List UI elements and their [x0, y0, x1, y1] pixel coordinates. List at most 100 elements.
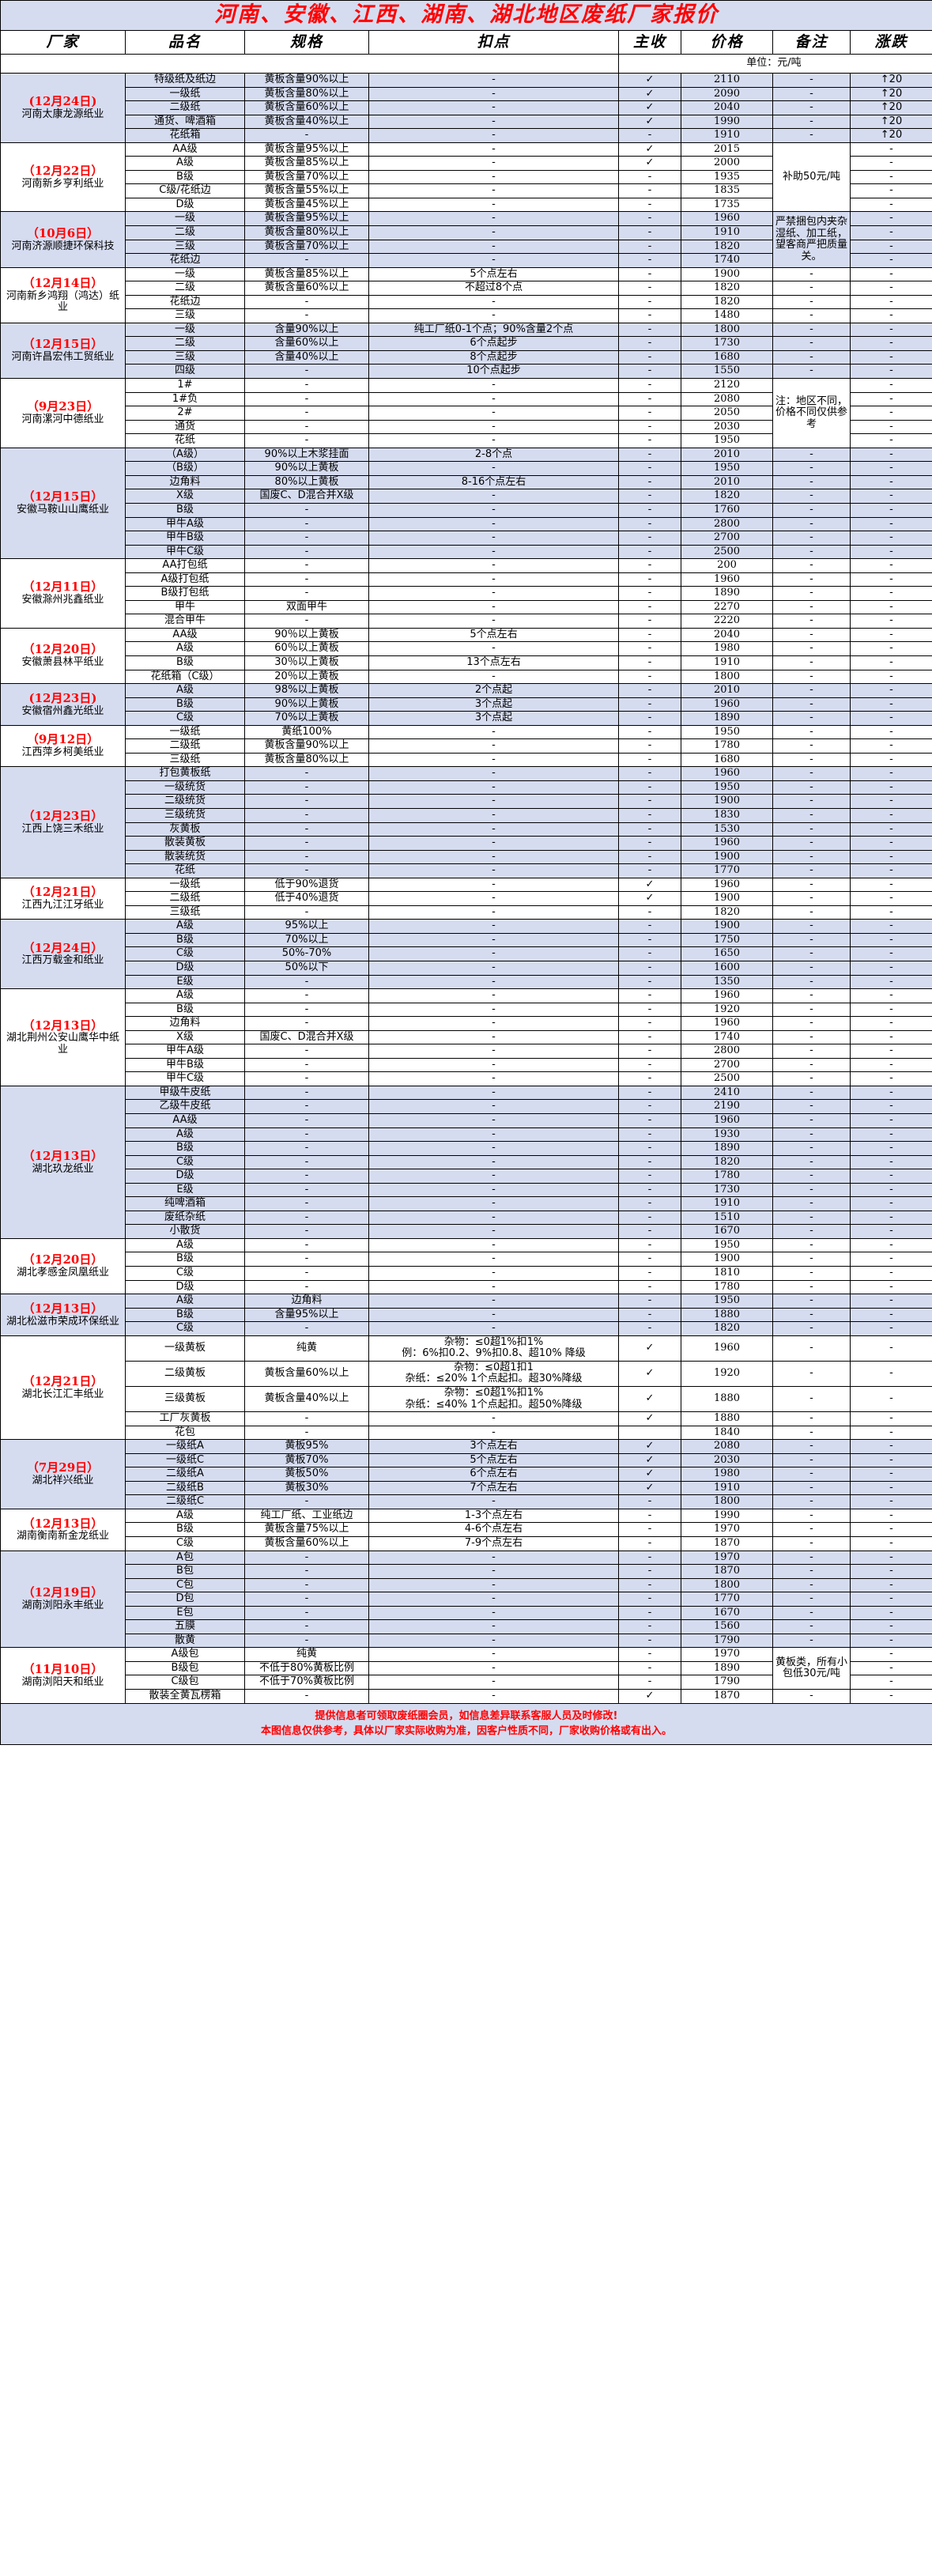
product-name: 一级黄板 — [125, 1335, 245, 1362]
table-row: (12月24日) 河南太康龙源纸业 特级纸及纸边 黄板含量90%以上 - ✓ 2110- ↑2… — [0, 73, 932, 143]
deduction-points: 3个点左右 — [368, 1439, 619, 1454]
main-purchase-flag: ✓ — [618, 891, 681, 906]
deduction-points: - — [368, 1141, 619, 1156]
product-spec: - — [244, 1113, 369, 1128]
price-value: 2500 — [681, 544, 773, 560]
main-purchase-flag: - — [618, 932, 681, 948]
main-purchase-flag: ✓ — [618, 1411, 681, 1426]
price-change: - — [850, 531, 932, 546]
product-spec: 黄板含量60%以上 — [244, 1360, 369, 1387]
product-spec: - — [244, 1071, 369, 1086]
price-value: 2110 — [681, 73, 773, 88]
price-value: 2040 — [681, 627, 773, 643]
price-change: - — [850, 1307, 932, 1323]
main-purchase-flag: - — [618, 1564, 681, 1579]
product-spec: 黄板含量80%以上 — [244, 86, 369, 102]
product-name: 三级黄板 — [125, 1385, 245, 1413]
deduction-points: - — [368, 169, 619, 185]
price-value: 1910 — [681, 128, 773, 143]
product-spec: 纯黄 — [244, 1335, 369, 1362]
remark-cell: - — [772, 849, 851, 865]
product-name: C级 — [125, 1321, 245, 1336]
remark-cell: - — [772, 336, 851, 351]
price-value: 1970 — [681, 1647, 773, 1662]
table-row: （12月21日） 江西九江江牙纸业 一级纸 低于90%退货 - ✓ 1960- - — [0, 877, 932, 920]
price-change: - — [850, 1439, 932, 1454]
product-spec: - — [244, 780, 369, 795]
remark-cell: - — [772, 86, 851, 102]
price-value: 1740 — [681, 1029, 773, 1045]
price-change: - — [850, 183, 932, 198]
main-purchase-flag: - — [618, 1099, 681, 1115]
product-name: A级 — [125, 641, 245, 656]
price-value: 1870 — [681, 1564, 773, 1579]
main-purchase-flag: - — [618, 1071, 681, 1086]
price-value: 1960 — [681, 1335, 773, 1362]
deduction-points: - — [368, 1252, 619, 1267]
table-row: （12月22日） 河南新乡亨利纸业 AA级 黄板含量95%以上 - ✓ 2015 补助50元/… — [0, 142, 932, 213]
factory-date: （12月14日） — [22, 275, 104, 290]
table-row: AA级 - - -1960- - — [1, 1113, 932, 1128]
table-row: 花纸 - - -1770- - — [1, 863, 932, 878]
price-value: 1900 — [681, 794, 773, 809]
product-spec: 黄板含量80%以上 — [244, 752, 369, 768]
unit-note: 单位：元/吨 — [618, 54, 932, 74]
deduction-points: - — [368, 128, 619, 143]
product-spec: - — [244, 1016, 369, 1031]
main-purchase-flag: - — [618, 1605, 681, 1621]
deduction-points: - — [368, 1688, 619, 1704]
product-spec: - — [244, 1127, 369, 1143]
factory-cell: （12月13日） 湖北荆州公安山鹰华中纸业 — [0, 988, 126, 1086]
remark-cell: - — [772, 683, 851, 698]
product-name: 二级黄板 — [125, 1360, 245, 1387]
deduction-points: 3个点起 — [368, 697, 619, 712]
table-row: 甲牛A级 - - -2800- - — [1, 516, 932, 532]
deduction-points: - — [368, 1266, 619, 1281]
column-header-change: 涨跌 — [850, 30, 932, 55]
deduction-points: 8个点起步 — [368, 349, 619, 365]
price-change: - — [850, 586, 932, 601]
remark-cell: - — [772, 1113, 851, 1128]
remark-cell: - — [772, 1508, 851, 1524]
product-name: 二级统货 — [125, 794, 245, 809]
product-spec: 20％以上黄板 — [244, 669, 369, 685]
main-purchase-flag: - — [618, 558, 681, 573]
product-spec: 黄板含量75%以上 — [244, 1522, 369, 1537]
product-name: 花包 — [125, 1425, 245, 1441]
main-purchase-flag: - — [618, 1029, 681, 1045]
product-name: 甲牛B级 — [125, 1057, 245, 1073]
table-row: 花纸 - - -1950- — [1, 433, 932, 448]
product-spec: - — [244, 294, 369, 310]
table-row: 散装统货 - - -1900- - — [1, 849, 932, 865]
price-value: 1960 — [681, 1016, 773, 1031]
product-name: A级 — [125, 1237, 245, 1253]
main-purchase-flag: - — [618, 752, 681, 768]
product-spec: 黄板50% — [244, 1467, 369, 1482]
column-header-main-recv: 主收 — [618, 30, 681, 55]
price-value: 1890 — [681, 586, 773, 601]
product-name: 特级纸及纸边 — [125, 73, 245, 88]
price-change: - — [850, 419, 932, 435]
remark-cell: - — [772, 655, 851, 670]
deduction-points: - — [368, 544, 619, 560]
footer-line-2: 本图信息仅供参考，具体以厂家实际收购为准，因客户性质不同，厂家收购价格或有出入。 — [260, 1725, 672, 1738]
product-name: C级 — [125, 1154, 245, 1170]
price-change: - — [850, 1605, 932, 1621]
price-change: - — [850, 1044, 932, 1059]
factory-date: （12月13日） — [22, 1301, 104, 1316]
price-value: 1890 — [681, 1141, 773, 1156]
price-value: 1790 — [681, 1633, 773, 1649]
price-change: ↑20 — [850, 128, 932, 143]
main-purchase-flag: - — [618, 1675, 681, 1690]
product-spec: - — [244, 1619, 369, 1634]
remark-cell: 黄板类，所有小包低30元/吨 — [772, 1647, 851, 1690]
deduction-points: - — [368, 73, 619, 88]
product-spec: 70%以上黄板 — [244, 711, 369, 726]
price-value: 1930 — [681, 1127, 773, 1143]
price-value: 2000 — [681, 156, 773, 171]
price-value: 2015 — [681, 142, 773, 157]
price-change: - — [850, 433, 932, 448]
price-value: 1830 — [681, 807, 773, 823]
product-spec: - — [244, 1141, 369, 1156]
main-purchase-flag: - — [618, 364, 681, 380]
